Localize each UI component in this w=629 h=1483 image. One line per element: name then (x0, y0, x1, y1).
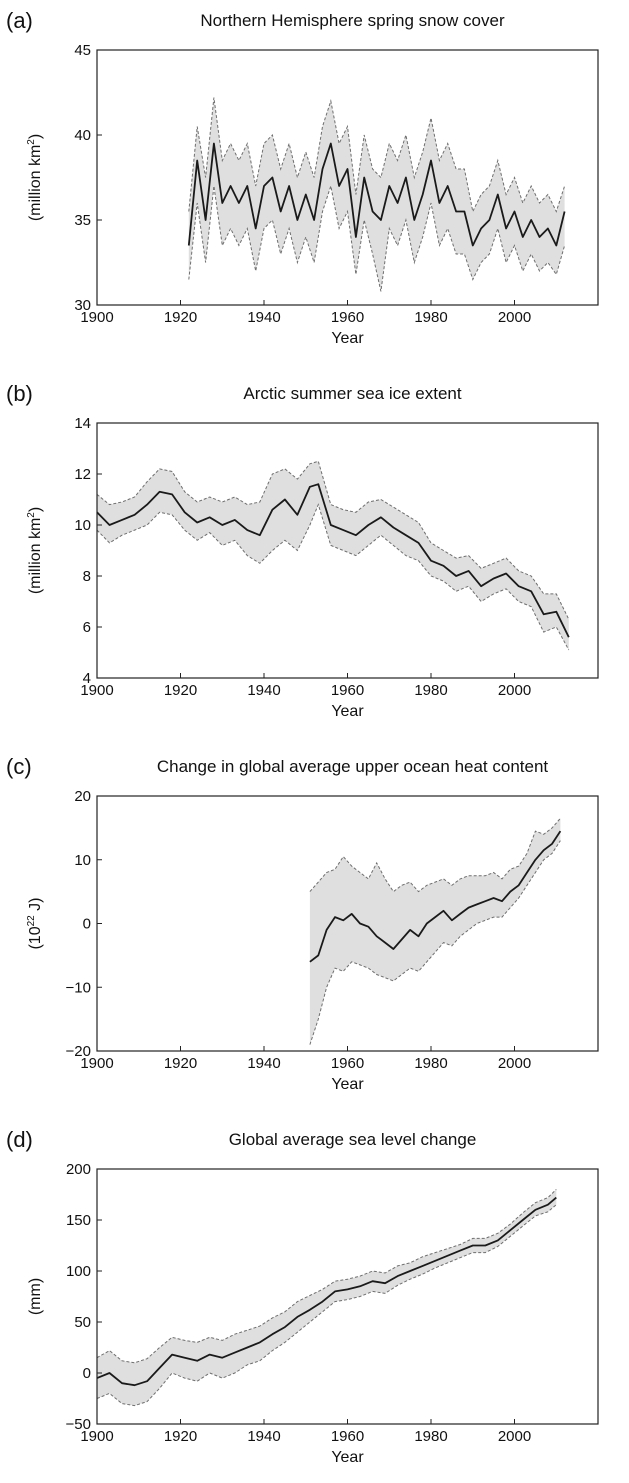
x-tick-label: 1920 (164, 1055, 197, 1072)
upper-bound-line (309, 817, 561, 893)
y-axis-label-tail: ) (27, 134, 44, 139)
y-tick-label: 0 (83, 1365, 91, 1382)
y-tick-label: 10 (74, 517, 91, 534)
x-tick-label: 1980 (414, 1055, 447, 1072)
x-tick-label: 1980 (414, 1428, 447, 1445)
y-tick-label: 30 (74, 297, 91, 314)
y-tick-label: 45 (74, 42, 91, 59)
x-tick-label: 1920 (164, 1428, 197, 1445)
y-axis-label-superscript: 22 (26, 915, 37, 927)
panel-title: Global average sea level change (229, 1130, 477, 1149)
y-axis-label-text: (mm) (27, 1278, 44, 1315)
y-axis-label-text: (million km (27, 145, 44, 221)
y-tick-label: 12 (74, 466, 91, 483)
panel-title: Arctic summer sea ice extent (243, 384, 462, 403)
uncertainty-band (309, 818, 561, 1045)
x-tick-label: 2000 (498, 682, 531, 699)
y-axis-label-superscript: 2 (26, 512, 37, 518)
x-axis-label: Year (331, 703, 364, 720)
series-line (96, 1196, 557, 1387)
lower-bound-line (188, 184, 566, 292)
panel-a: (a) Northern Hemisphere spring snow cover… (6, 8, 599, 347)
y-axis-label: (million km2) (26, 134, 44, 221)
upper-bound-line (96, 460, 570, 620)
y-tick-label: 8 (83, 568, 91, 585)
y-axis-label-tail: J) (27, 897, 44, 915)
x-axis-label: Year (331, 330, 364, 347)
y-tick-label: −20 (66, 1043, 91, 1060)
upper-bound-line (96, 1189, 557, 1364)
x-tick-label: 1900 (80, 682, 113, 699)
y-axis-label: (million km2) (26, 507, 44, 594)
panel-letter: (d) (6, 1127, 33, 1152)
y-tick-label: 100 (66, 1263, 91, 1280)
y-axis-label: (mm) (27, 1278, 44, 1315)
x-axis-label: Year (331, 1449, 364, 1466)
y-axis-label-text: (10 (27, 926, 44, 949)
y-tick-label: −10 (66, 979, 91, 996)
x-tick-label: 1920 (164, 309, 197, 326)
x-tick-label: 1960 (331, 682, 364, 699)
series-line (309, 830, 562, 963)
x-tick-label: 2000 (498, 1428, 531, 1445)
y-tick-label: 35 (74, 212, 91, 229)
x-tick-label: 2000 (498, 309, 531, 326)
x-tick-label: 1900 (80, 1055, 113, 1072)
y-axis-label-text: (million km (27, 518, 44, 594)
lower-bound-line (96, 503, 570, 651)
x-tick-label: 1900 (80, 1428, 113, 1445)
upper-bound-line (188, 97, 566, 214)
y-tick-label: 0 (83, 916, 91, 933)
x-tick-label: 1960 (331, 1055, 364, 1072)
y-tick-label: 6 (83, 619, 91, 636)
x-tick-label: 1920 (164, 682, 197, 699)
uncertainty-band (97, 461, 569, 650)
y-tick-label: 200 (66, 1161, 91, 1178)
series-line (187, 142, 566, 247)
x-tick-label: 1940 (247, 309, 280, 326)
panel-letter: (b) (6, 381, 33, 406)
y-tick-label: 40 (74, 127, 91, 144)
y-axis-label-superscript: 2 (26, 139, 37, 145)
lower-bound-line (309, 840, 561, 1045)
panel-title: Northern Hemisphere spring snow cover (200, 11, 505, 30)
x-tick-label: 1960 (331, 309, 364, 326)
y-axis-label-tail: ) (27, 507, 44, 512)
series-line (96, 483, 570, 638)
x-tick-label: 1960 (331, 1428, 364, 1445)
uncertainty-band (188, 97, 565, 292)
panel-c: (c) Change in global average upper ocean … (6, 754, 599, 1093)
lower-bound-line (96, 1204, 557, 1407)
y-axis-label: (1022 J) (26, 897, 44, 949)
x-tick-label: 1980 (414, 682, 447, 699)
y-tick-label: 10 (74, 852, 91, 869)
panel-letter: (a) (6, 8, 33, 33)
y-tick-label: 14 (74, 415, 91, 432)
x-tick-label: 1980 (414, 309, 447, 326)
y-tick-label: −50 (66, 1416, 91, 1433)
x-tick-label: 1940 (247, 1428, 280, 1445)
x-tick-label: 1940 (247, 1055, 280, 1072)
x-tick-label: 2000 (498, 1055, 531, 1072)
panel-b: (b) Arctic summer sea ice extent 1900 1920 1… (6, 381, 599, 720)
y-tick-label: 150 (66, 1212, 91, 1229)
x-tick-label: 1940 (247, 682, 280, 699)
x-axis-label: Year (331, 1076, 364, 1093)
panel-letter: (c) (6, 754, 32, 779)
x-tick-label: 1900 (80, 309, 113, 326)
panel-d: (d) Global average sea level change 1900 19… (6, 1127, 599, 1466)
y-tick-label: 20 (74, 788, 91, 805)
panel-title: Change in global average upper ocean hea… (157, 757, 549, 776)
y-tick-label: 50 (74, 1314, 91, 1331)
y-tick-label: 4 (83, 670, 91, 687)
